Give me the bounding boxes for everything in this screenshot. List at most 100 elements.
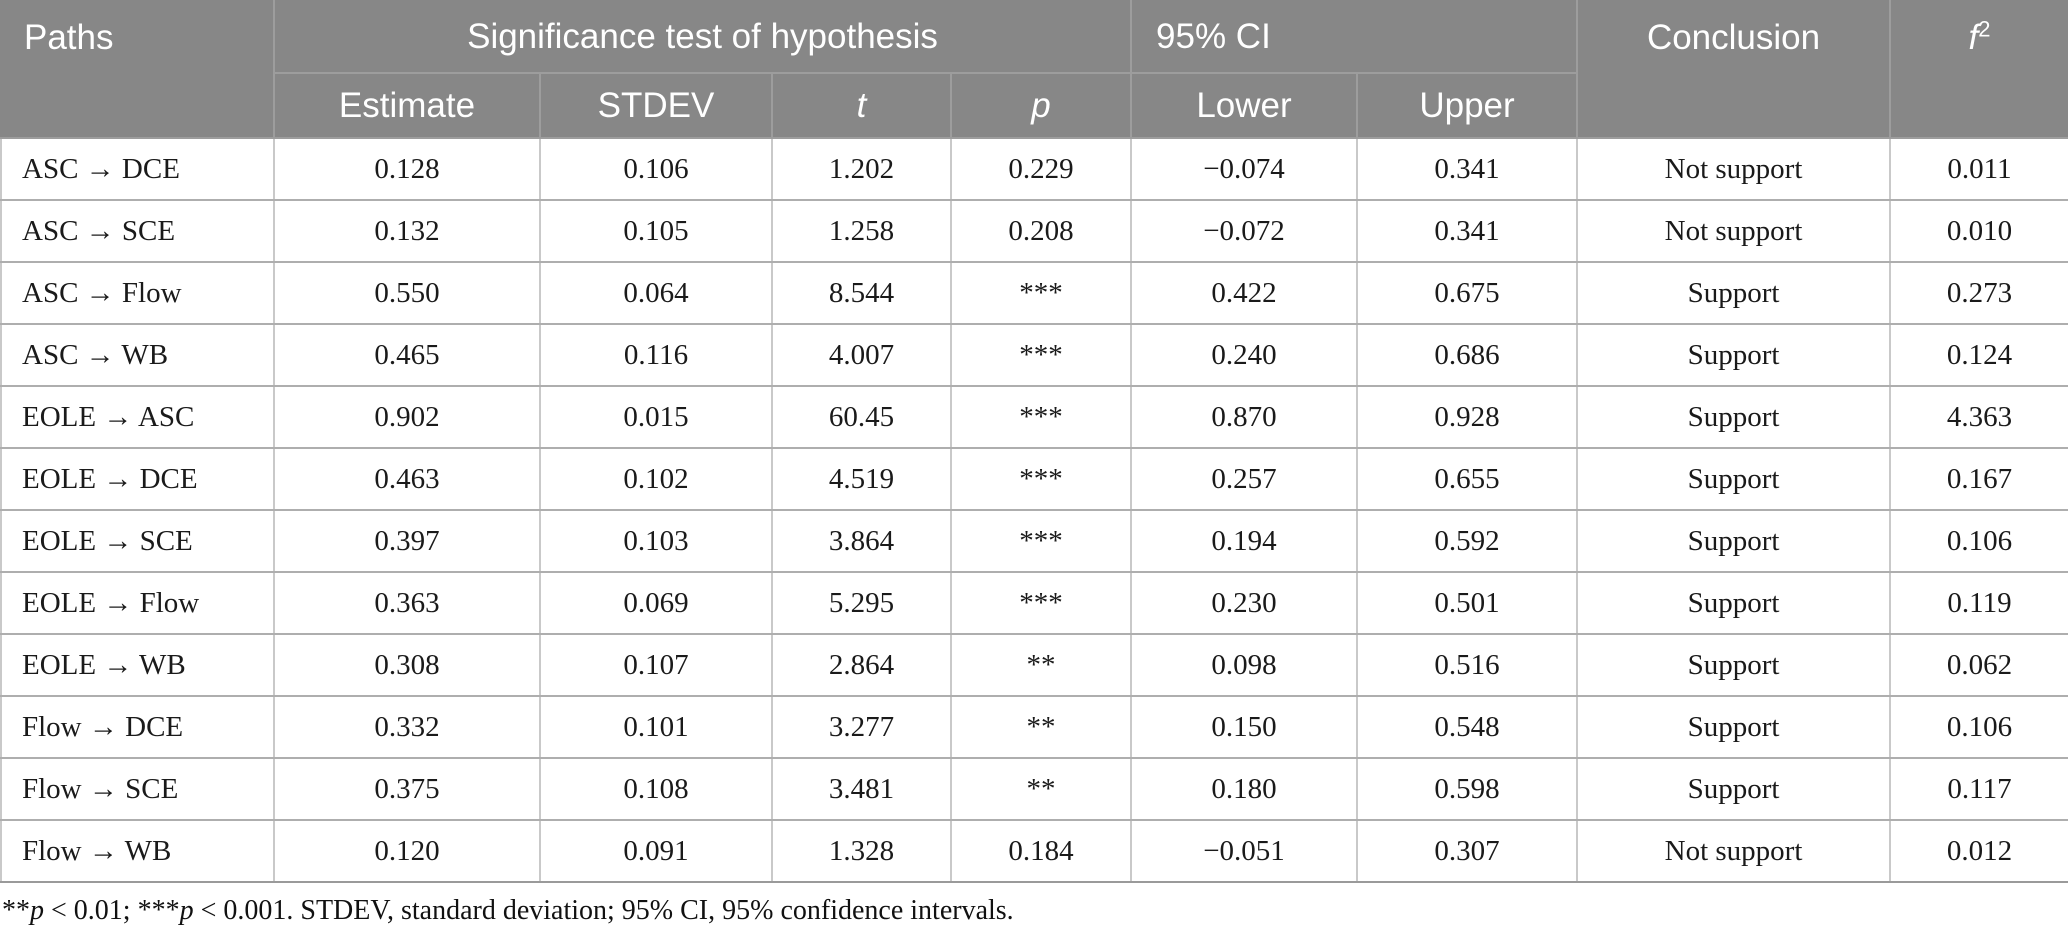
cell-estimate: 0.120 bbox=[273, 819, 541, 883]
cell-f2: 0.106 bbox=[1889, 695, 2068, 759]
cell-conclusion: Support bbox=[1576, 447, 1892, 511]
cell-estimate: 0.128 bbox=[273, 137, 541, 201]
header-sub-row: Estimate STDEV t p Lower Upper bbox=[1, 72, 2068, 139]
cell-estimate: 0.397 bbox=[273, 509, 541, 573]
table-row: ASC → SCE 0.132 0.105 1.258 0.208 −0.072 0.341… bbox=[0, 199, 2068, 263]
cell-stdev: 0.116 bbox=[539, 323, 773, 387]
column-group-95-ci: 95% CI bbox=[1130, 0, 1579, 74]
cell-path: EOLE → SCE bbox=[0, 509, 275, 573]
column-header-p: p bbox=[949, 72, 1133, 139]
cell-path: ASC → Flow bbox=[0, 261, 275, 325]
cell-conclusion: Support bbox=[1576, 695, 1892, 759]
column-header-lower: Lower bbox=[1130, 72, 1359, 139]
cell-t: 60.45 bbox=[771, 385, 952, 449]
table-row: ASC → WB 0.465 0.116 4.007 *** 0.240 0.686 Supp… bbox=[0, 323, 2068, 387]
cell-upper: 0.341 bbox=[1356, 199, 1579, 263]
footnote-p-symbol: p bbox=[179, 895, 194, 926]
cell-stdev: 0.107 bbox=[539, 633, 773, 697]
cell-path: EOLE → DCE bbox=[0, 447, 275, 511]
results-table: Paths Significance test of hypothesis 95… bbox=[0, 0, 2068, 883]
cell-p: 0.229 bbox=[949, 137, 1133, 201]
cell-estimate: 0.375 bbox=[273, 757, 541, 821]
cell-path: Flow → DCE bbox=[0, 695, 275, 759]
cell-upper: 0.516 bbox=[1356, 633, 1579, 697]
cell-estimate: 0.132 bbox=[273, 199, 541, 263]
table-row: EOLE → WB 0.308 0.107 2.864 ** 0.098 0.516 Supp… bbox=[0, 633, 2068, 697]
cell-p: ** bbox=[949, 633, 1133, 697]
cell-conclusion: Not support bbox=[1576, 137, 1892, 201]
table-row: ASC → DCE 0.128 0.106 1.202 0.229 −0.074 0.341… bbox=[0, 137, 2068, 201]
cell-stdev: 0.091 bbox=[539, 819, 773, 883]
cell-upper: 0.675 bbox=[1356, 261, 1579, 325]
cell-p: *** bbox=[949, 385, 1133, 449]
cell-upper: 0.501 bbox=[1356, 571, 1579, 635]
cell-upper: 0.307 bbox=[1356, 819, 1579, 883]
cell-conclusion: Support bbox=[1576, 509, 1892, 573]
cell-p: *** bbox=[949, 261, 1133, 325]
table-row: Flow → WB 0.120 0.091 1.328 0.184 −0.051 0.307… bbox=[0, 819, 2068, 883]
cell-upper: 0.655 bbox=[1356, 447, 1579, 511]
cell-path: EOLE → Flow bbox=[0, 571, 275, 635]
cell-estimate: 0.332 bbox=[273, 695, 541, 759]
cell-conclusion: Not support bbox=[1576, 819, 1892, 883]
cell-t: 5.295 bbox=[771, 571, 952, 635]
cell-conclusion: Support bbox=[1576, 757, 1892, 821]
cell-conclusion: Not support bbox=[1576, 199, 1892, 263]
cell-conclusion: Support bbox=[1576, 571, 1892, 635]
cell-f2: 0.010 bbox=[1889, 199, 2068, 263]
cell-t: 8.544 bbox=[771, 261, 952, 325]
cell-upper: 0.686 bbox=[1356, 323, 1579, 387]
table-row: EOLE → DCE 0.463 0.102 4.519 *** 0.257 0.655 Su… bbox=[0, 447, 2068, 511]
cell-t: 4.519 bbox=[771, 447, 952, 511]
column-header-paths: Paths bbox=[0, 0, 275, 139]
table-row: EOLE → SCE 0.397 0.103 3.864 *** 0.194 0.592 Su… bbox=[0, 509, 2068, 573]
cell-conclusion: Support bbox=[1576, 633, 1892, 697]
cell-upper: 0.592 bbox=[1356, 509, 1579, 573]
cell-p: 0.208 bbox=[949, 199, 1133, 263]
f-squared-symbol: f bbox=[1968, 18, 1979, 57]
cell-lower: 0.230 bbox=[1130, 571, 1359, 635]
cell-lower: 0.422 bbox=[1130, 261, 1359, 325]
table-row: EOLE → Flow 0.363 0.069 5.295 *** 0.230 0.501 S… bbox=[0, 571, 2068, 635]
cell-f2: 0.273 bbox=[1889, 261, 2068, 325]
cell-lower: −0.074 bbox=[1130, 137, 1359, 201]
column-header-t: t bbox=[771, 72, 952, 139]
cell-f2: 4.363 bbox=[1889, 385, 2068, 449]
cell-t: 3.481 bbox=[771, 757, 952, 821]
cell-t: 4.007 bbox=[771, 323, 952, 387]
cell-lower: 0.257 bbox=[1130, 447, 1359, 511]
cell-estimate: 0.902 bbox=[273, 385, 541, 449]
cell-p: ** bbox=[949, 695, 1133, 759]
cell-t: 2.864 bbox=[771, 633, 952, 697]
cell-f2: 0.117 bbox=[1889, 757, 2068, 821]
cell-f2: 0.124 bbox=[1889, 323, 2068, 387]
cell-estimate: 0.550 bbox=[273, 261, 541, 325]
table-header: Paths Significance test of hypothesis 95… bbox=[0, 0, 2068, 139]
cell-path: Flow → SCE bbox=[0, 757, 275, 821]
cell-lower: 0.240 bbox=[1130, 323, 1359, 387]
cell-stdev: 0.101 bbox=[539, 695, 773, 759]
cell-stdev: 0.069 bbox=[539, 571, 773, 635]
cell-f2: 0.119 bbox=[1889, 571, 2068, 635]
cell-f2: 0.011 bbox=[1889, 137, 2068, 201]
cell-stdev: 0.015 bbox=[539, 385, 773, 449]
cell-estimate: 0.463 bbox=[273, 447, 541, 511]
cell-f2: 0.012 bbox=[1889, 819, 2068, 883]
cell-lower: 0.180 bbox=[1130, 757, 1359, 821]
column-group-significance-test: Significance test of hypothesis bbox=[272, 0, 1133, 74]
cell-p: *** bbox=[949, 571, 1133, 635]
cell-upper: 0.341 bbox=[1356, 137, 1579, 201]
cell-conclusion: Support bbox=[1576, 261, 1892, 325]
cell-estimate: 0.465 bbox=[273, 323, 541, 387]
cell-f2: 0.062 bbox=[1889, 633, 2068, 697]
cell-t: 3.864 bbox=[771, 509, 952, 573]
cell-estimate: 0.363 bbox=[273, 571, 541, 635]
cell-t: 1.202 bbox=[771, 137, 952, 201]
cell-lower: −0.072 bbox=[1130, 199, 1359, 263]
column-header-stdev: STDEV bbox=[539, 72, 773, 139]
column-header-upper: Upper bbox=[1356, 72, 1579, 139]
cell-lower: 0.098 bbox=[1130, 633, 1359, 697]
cell-f2: 0.106 bbox=[1889, 509, 2068, 573]
cell-stdev: 0.103 bbox=[539, 509, 773, 573]
table-row: EOLE → ASC 0.902 0.015 60.45 *** 0.870 0.928 Su… bbox=[0, 385, 2068, 449]
